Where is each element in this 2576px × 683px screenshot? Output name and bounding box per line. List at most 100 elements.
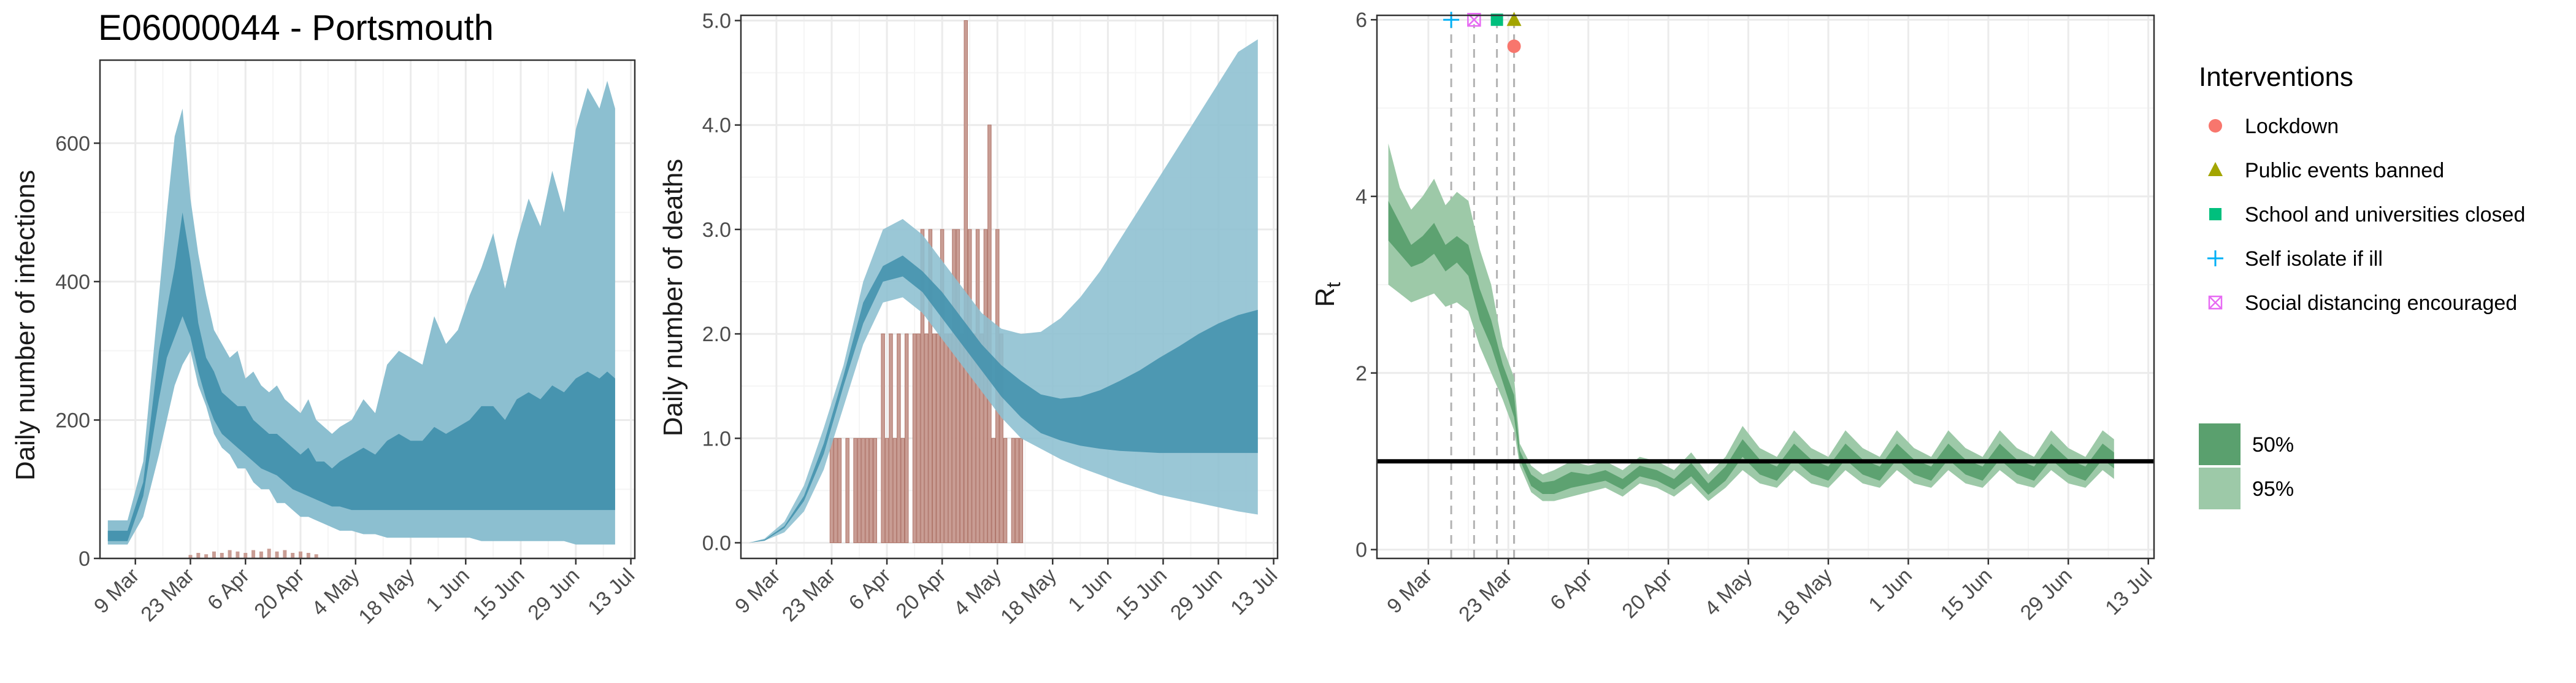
legend-title: Interventions <box>2199 62 2353 92</box>
reported-deaths-bar <box>952 229 956 543</box>
reported-deaths-bar <box>936 333 940 543</box>
reported-cases-bar <box>251 550 256 558</box>
reported-deaths-bar <box>869 438 873 543</box>
y-tick-label: 6 <box>1355 9 1367 32</box>
y-tick-label: 200 <box>55 409 90 432</box>
reported-deaths-bar <box>889 333 893 543</box>
intervention-marker-plus <box>1443 12 1460 28</box>
reported-deaths-bar <box>948 333 953 543</box>
reported-deaths-bar <box>884 438 889 543</box>
deaths-data <box>748 20 1258 543</box>
reported-deaths-bar <box>881 333 885 543</box>
y-tick-label: 4.0 <box>702 114 731 137</box>
deaths-y-axis-title: Daily number of deaths <box>658 159 688 436</box>
reported-cases-bar <box>196 552 201 558</box>
legend-marker-square <box>2209 208 2221 220</box>
reported-cases-bar <box>283 550 287 558</box>
legend-item-label: Social distancing encouraged <box>2245 291 2517 315</box>
deaths-50-band <box>748 255 1258 543</box>
reported-deaths-bar <box>920 229 925 543</box>
legend-band-label: 50% <box>2252 433 2294 457</box>
reported-deaths-bar <box>873 438 877 543</box>
reported-cases-bar <box>299 551 302 558</box>
reported-deaths-bar <box>857 438 862 543</box>
reported-deaths-bar <box>916 333 921 543</box>
intervention-marker-circle <box>1507 39 1521 53</box>
reported-deaths-bar <box>861 438 865 543</box>
reported-deaths-bar <box>928 229 933 543</box>
legend-marker-circle <box>2209 119 2222 133</box>
y-tick-label: 1.0 <box>702 427 731 450</box>
y-tick-label: 400 <box>55 271 90 294</box>
reported-deaths-bar <box>904 333 909 543</box>
y-tick-label: 600 <box>55 132 90 155</box>
legend-item-label: Public events banned <box>2245 159 2444 182</box>
reported-cases-bar <box>220 552 224 558</box>
legend-marker-square-x <box>2208 295 2223 310</box>
y-tick-label: 4 <box>1355 185 1367 209</box>
reported-deaths-bar <box>940 229 945 543</box>
reported-deaths-bar <box>834 438 838 543</box>
reported-cases-bar <box>306 552 310 558</box>
reported-cases-bar <box>204 554 209 558</box>
reported-deaths-bar <box>924 333 929 543</box>
intervention-marker-square <box>1490 14 1503 26</box>
reported-cases-bar <box>243 552 248 558</box>
legend-band-swatch <box>2199 423 2241 465</box>
reported-cases-bar <box>259 551 263 558</box>
reported-cases-bar <box>236 551 240 558</box>
reported-deaths-bar <box>892 438 897 543</box>
intervention-marker-triangle <box>1506 12 1522 26</box>
y-tick-label: 2 <box>1355 362 1367 385</box>
y-tick-label: 2.0 <box>702 323 731 346</box>
reported-cases-bar <box>314 554 318 558</box>
deaths-panel-border <box>740 14 1279 560</box>
reported-deaths-bar <box>897 333 901 543</box>
rt-y-axis-title-base: R <box>1310 288 1340 307</box>
rt-50-band <box>1388 201 2114 495</box>
reported-deaths-bar <box>900 438 905 543</box>
reported-deaths-bar <box>956 229 960 543</box>
infections-panel-border <box>99 59 636 560</box>
reported-deaths-bar <box>1003 438 1008 543</box>
reported-cases-bar <box>228 550 232 558</box>
reported-deaths-bar <box>991 438 995 543</box>
reported-deaths-bar <box>837 438 842 543</box>
reported-deaths-bar <box>944 333 948 543</box>
infections-50-band <box>107 212 615 541</box>
reported-deaths-bar <box>964 20 968 543</box>
legend-band-label: 95% <box>2252 477 2294 501</box>
infections-data <box>107 80 615 558</box>
y-tick-label: 5.0 <box>702 10 731 33</box>
legend-bands: 50% 95% <box>2199 423 2294 509</box>
infections-plot-title: E06000044 - Portsmouth <box>98 8 494 48</box>
reported-deaths-bar <box>853 438 857 543</box>
legend-item-label: Self isolate if ill <box>2245 247 2383 271</box>
rt-y-axis-title-subscript: t <box>1322 282 1344 288</box>
reported-deaths-bar <box>829 438 834 543</box>
reported-deaths-bar <box>865 438 870 543</box>
y-tick-label: 0 <box>1355 539 1367 562</box>
legend-marker-triangle <box>2208 162 2223 176</box>
legend-item-label: School and universities closed <box>2245 203 2525 226</box>
y-tick-label: 0.0 <box>702 531 731 555</box>
rt-data <box>1377 12 2154 558</box>
legend-items: Lockdown Public events banned School and u… <box>2207 115 2525 315</box>
reported-cases-bar <box>212 551 216 558</box>
legend-marker-plus <box>2207 250 2223 266</box>
rt-panel: Rt 9 Mar 23 Mar 6 Apr 20 Apr 4 May 18 May 1 Ju… <box>1310 9 2156 628</box>
rt-y-axis-title: Rt <box>1310 282 1344 307</box>
infections-y-axis-title: Daily number of infections <box>10 170 40 480</box>
rt-panel-border <box>1376 14 2155 560</box>
reported-deaths-bar <box>1019 438 1024 543</box>
reported-cases-bar <box>275 551 279 558</box>
reported-deaths-bar <box>932 333 937 543</box>
reported-cases-bar <box>267 549 271 558</box>
reported-deaths-bar <box>912 333 917 543</box>
y-tick-label: 3.0 <box>702 218 731 242</box>
legend-item-label: Lockdown <box>2245 115 2339 138</box>
reported-deaths-bar <box>967 229 972 543</box>
reported-cases-bar <box>188 555 193 558</box>
